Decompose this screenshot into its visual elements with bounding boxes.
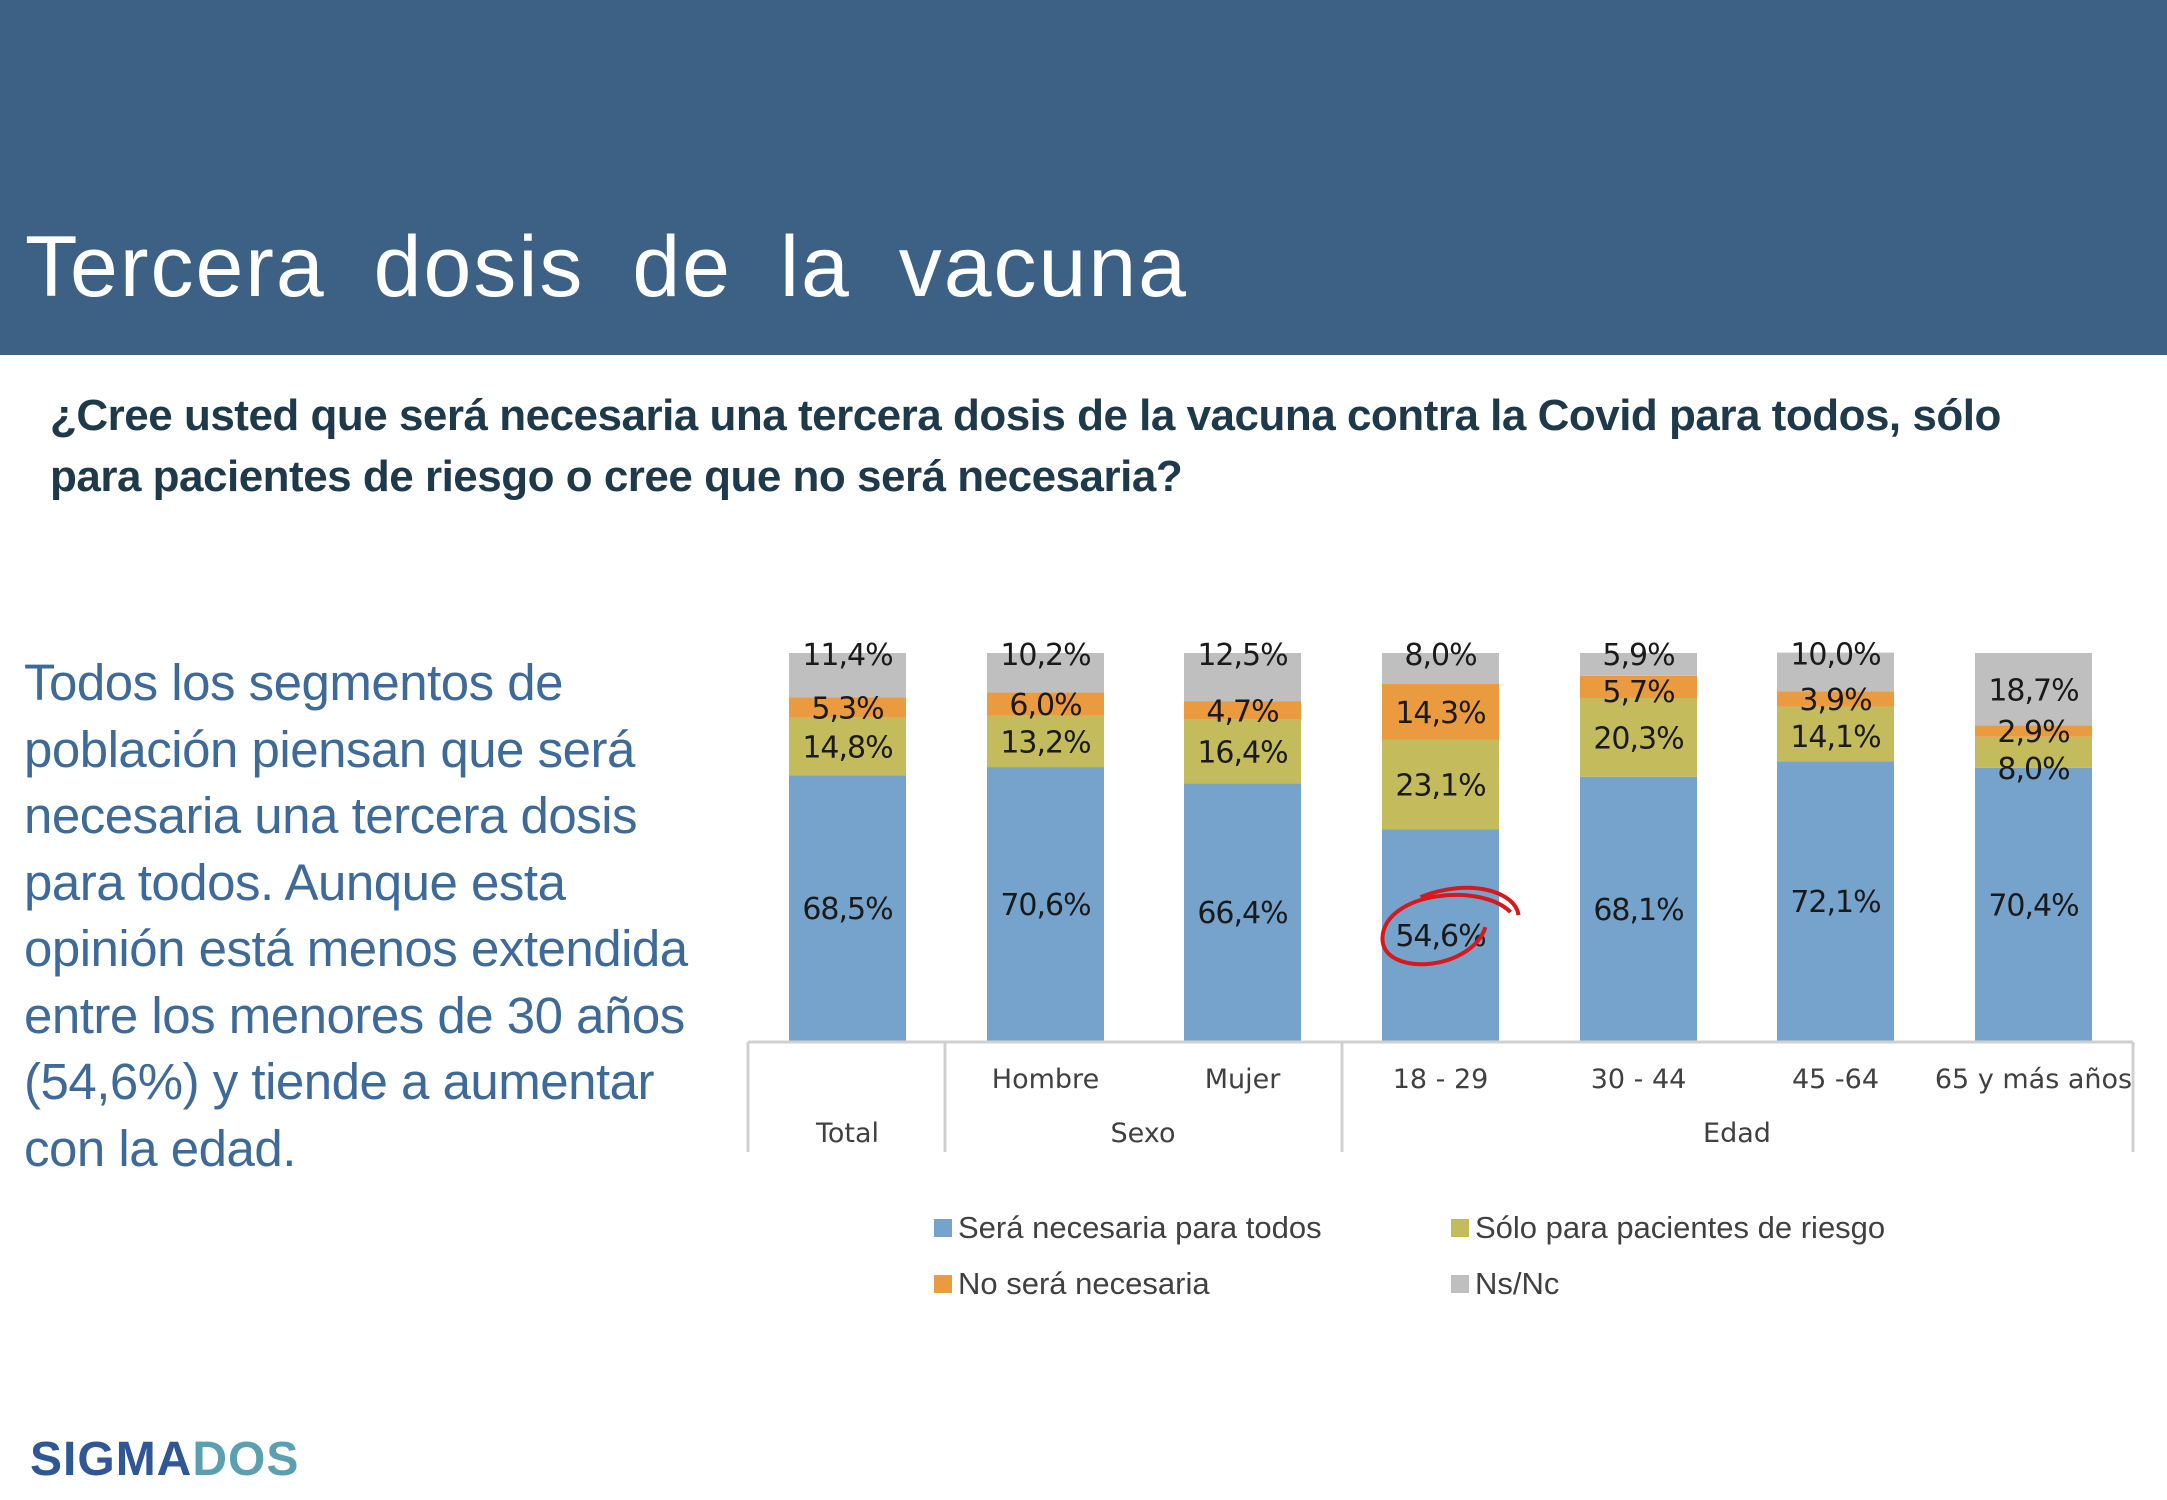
bar-segment	[1975, 653, 2092, 726]
bar-segment	[789, 653, 906, 698]
legend-item: Ns/Nc	[1451, 1266, 1559, 1302]
category-label: 45 -64	[1792, 1064, 1879, 1095]
group-label: Sexo	[1111, 1118, 1176, 1149]
category-label: 65 y más años	[1935, 1064, 2132, 1095]
logo-part-1: SIGMA	[30, 1433, 193, 1486]
category-label: Hombre	[992, 1064, 1099, 1095]
legend-item: Será necesaria para todos	[934, 1210, 1322, 1246]
stacked-bar-chart: 11,4% 5,3% 14,8% 68,5% 10,2% 6,0%13,2% 70,6% Ho…	[746, 638, 2135, 1152]
bar-segment	[1777, 761, 1894, 1041]
bar-segment	[789, 775, 906, 1041]
insight-text: Todos los segmentos de población piensan…	[24, 654, 688, 1177]
legend-label: Sólo para pacientes de riesgo	[1475, 1210, 1886, 1245]
bar-segment	[1184, 719, 1301, 784]
bar-segment	[1184, 653, 1301, 702]
bar-segment	[1580, 653, 1697, 676]
legend-swatch	[1451, 1275, 1469, 1293]
legend-label: Será necesaria para todos	[958, 1210, 1322, 1245]
data-label: 14,8%	[802, 731, 892, 766]
bar-segment	[789, 697, 906, 718]
data-label: 5,9%	[1602, 638, 1674, 673]
data-label: 72,1%	[1790, 885, 1880, 920]
sigmados-logo: SIGMADOS	[30, 1432, 299, 1487]
legend-swatch	[1451, 1219, 1469, 1237]
bar-segment	[1975, 767, 2092, 1041]
bar-segment	[789, 717, 906, 776]
data-label: 68,1%	[1593, 893, 1683, 928]
data-label: 23,1%	[1395, 768, 1485, 803]
bar-segment	[987, 715, 1104, 768]
bar-segment	[987, 692, 1104, 716]
data-label: 70,4%	[1988, 888, 2078, 923]
data-label: 70,6%	[1000, 888, 1090, 923]
data-label: 5,3%	[811, 692, 883, 727]
bar-segment	[1382, 829, 1499, 1041]
data-label: 66,4%	[1197, 896, 1287, 931]
legend-item: Sólo para pacientes de riesgo	[1451, 1210, 1885, 1246]
legend-swatch	[934, 1275, 952, 1293]
data-label: 8,0%	[1404, 638, 1476, 673]
header-banner: Tercera dosis de la vacuna	[0, 0, 2167, 355]
data-label: 14,3%	[1395, 696, 1485, 731]
data-label: 3,9%	[1799, 683, 1871, 718]
data-label: 6,0%	[1009, 688, 1081, 723]
bar-segment	[1184, 701, 1301, 720]
page-title: Tercera dosis de la vacuna	[25, 219, 1189, 315]
legend-label: No será necesaria	[958, 1266, 1210, 1301]
bar-segment	[1382, 739, 1499, 830]
bar-segment	[987, 767, 1104, 1041]
survey-question: ¿Cree usted que será necesaria una terce…	[50, 391, 2001, 501]
legend-item: No será necesaria	[934, 1266, 1210, 1302]
bar-segment	[1580, 776, 1697, 1041]
data-label: 10,2%	[1000, 638, 1090, 673]
bar-segment	[1975, 736, 2092, 768]
data-label: 18,7%	[1988, 673, 2078, 708]
group-label: Edad	[1703, 1118, 1771, 1149]
category-label: 18 - 29	[1393, 1064, 1489, 1095]
category-label: Mujer	[1205, 1064, 1282, 1095]
data-label: 8,0%	[1997, 752, 2069, 787]
bar-segment	[987, 653, 1104, 693]
data-label: 2,9%	[1997, 715, 2069, 750]
logo-part-2: DOS	[192, 1433, 300, 1486]
bar-segment	[1382, 684, 1499, 740]
data-label: 13,2%	[1000, 725, 1090, 760]
data-label: 16,4%	[1197, 736, 1287, 771]
bar-segment	[1184, 783, 1301, 1041]
data-label: 4,7%	[1206, 695, 1278, 730]
data-label: 5,7%	[1602, 675, 1674, 710]
data-label: 14,1%	[1790, 720, 1880, 755]
legend-label: Ns/Nc	[1475, 1266, 1560, 1301]
category-label: 30 - 44	[1591, 1064, 1687, 1095]
bar-segment	[1580, 698, 1697, 777]
bar-segment	[1975, 725, 2092, 737]
bar-segment	[1382, 653, 1499, 685]
data-label: 68,5%	[802, 892, 892, 927]
bar-segment	[1777, 706, 1894, 762]
highlight-circle	[1380, 885, 1521, 967]
legend-swatch	[934, 1219, 952, 1237]
bar-segment	[1580, 675, 1697, 699]
data-label: 11,4%	[802, 638, 892, 673]
data-label: 20,3%	[1593, 721, 1683, 756]
data-label: 10,0%	[1790, 638, 1880, 673]
group-label: Total	[815, 1118, 879, 1149]
bar-segment	[1777, 652, 1894, 692]
data-label: 12,5%	[1197, 638, 1287, 673]
bar-segment	[1777, 691, 1894, 707]
